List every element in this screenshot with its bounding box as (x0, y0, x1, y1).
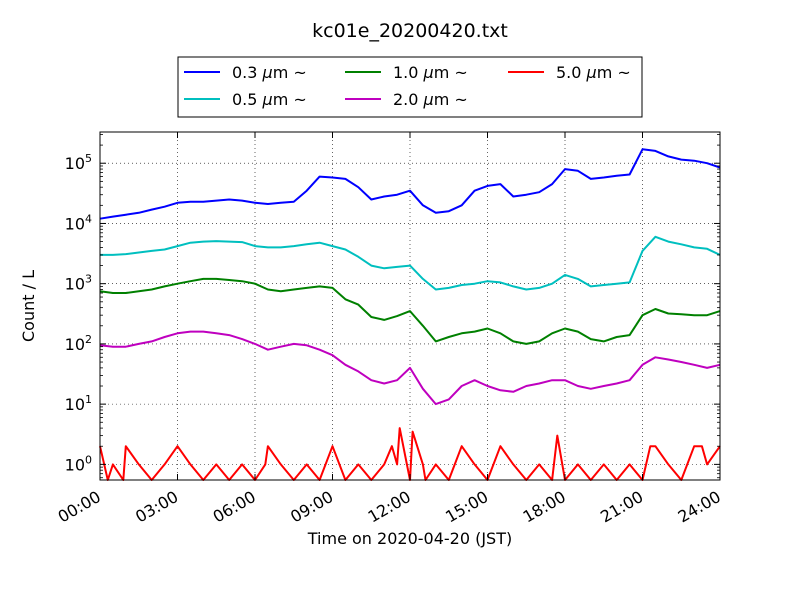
legend-label-5: 5.0 μm ~ (556, 63, 631, 82)
y-axis-label: Count / L (19, 270, 38, 342)
series-line-3 (99, 277, 721, 345)
y-tick-exponent: 2 (85, 333, 92, 346)
legend-label-3: 1.0 μm ~ (393, 63, 468, 82)
legend: 0.3 μm ~ 0.5 μm ~ 1.0 μm ~ 2.0 μm ~ 5.0 μm ~ (177, 56, 643, 118)
legend-label-4: 2.0 μm ~ (393, 90, 468, 109)
series-line-4 (99, 330, 721, 406)
legend-unit-mu: μ (262, 90, 273, 109)
y-tick-exponent: 4 (85, 212, 92, 225)
legend-unit-mu: μ (423, 63, 434, 82)
y-tick-exponent: 1 (85, 393, 92, 406)
chart-title: kc01e_20200420.txt (312, 20, 508, 42)
legend-unit-rest: m ~ (273, 63, 307, 82)
series-line-1 (99, 148, 721, 220)
legend-unit-rest: m ~ (434, 63, 468, 82)
legend-label-2: 0.5 μm ~ (232, 90, 307, 109)
y-tick-exponent: 5 (85, 152, 92, 165)
y-tick-exponent: 3 (85, 273, 92, 286)
legend-unit-mu: μ (586, 63, 597, 82)
legend-frame (177, 56, 643, 118)
legend-unit-rest: m ~ (273, 90, 307, 109)
y-tick-exponent: 0 (85, 453, 92, 466)
legend-unit-mu: μ (423, 90, 434, 109)
series-line-2 (100, 235, 721, 291)
x-axis-label: Time on 2020-04-20 (JST) (307, 529, 512, 548)
plot-series (99, 148, 721, 481)
legend-unit-rest: m ~ (597, 63, 631, 82)
legend-unit-rest: m ~ (434, 90, 468, 109)
legend-label-1: 0.3 μm ~ (232, 63, 307, 82)
legend-unit-mu: μ (262, 63, 273, 82)
